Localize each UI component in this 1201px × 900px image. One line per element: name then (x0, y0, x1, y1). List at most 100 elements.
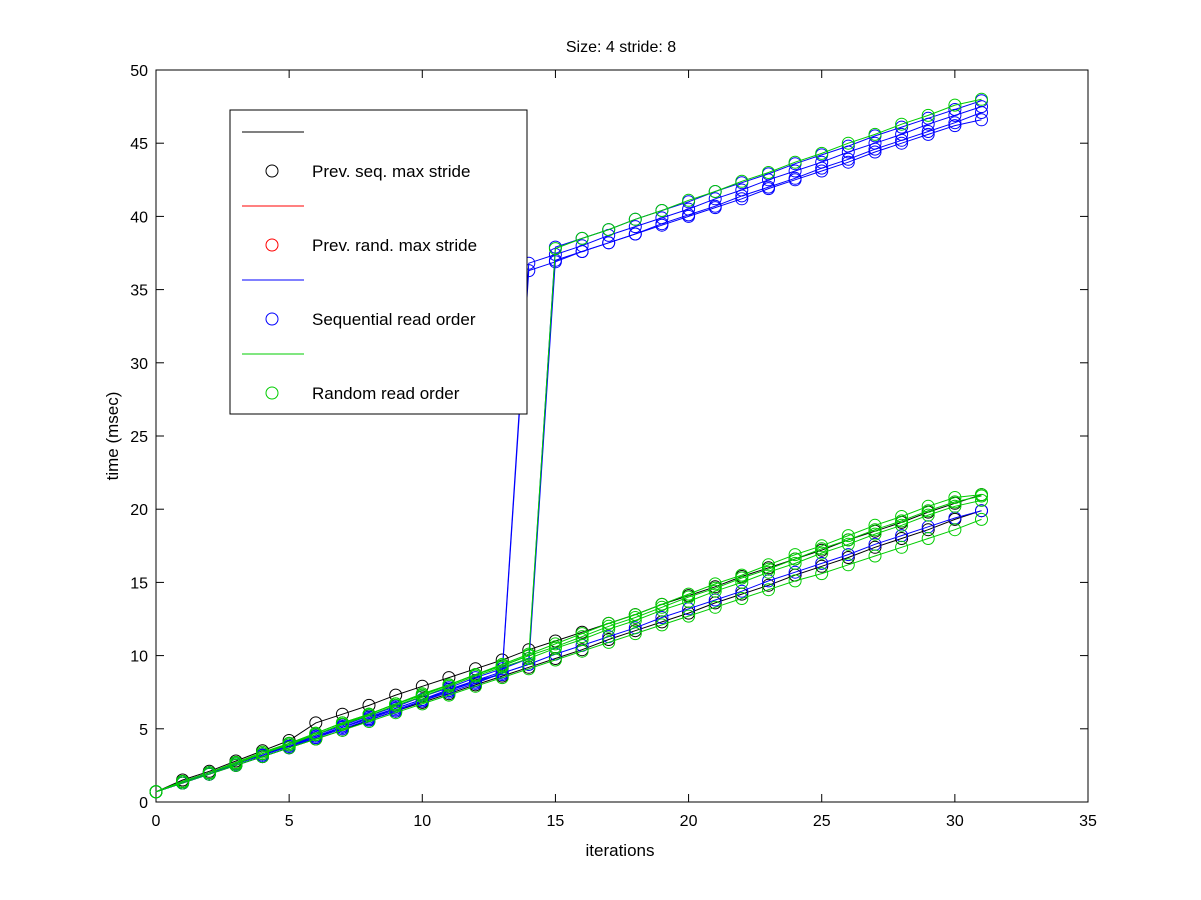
data-point (735, 183, 749, 197)
legend-label: Random read order (312, 384, 460, 403)
legend-marker-swatch (265, 238, 279, 252)
data-point (788, 164, 802, 178)
data-point (868, 527, 882, 541)
data-point (948, 103, 962, 116)
data-point (735, 592, 749, 605)
data-point (815, 556, 829, 570)
data-point (602, 635, 616, 649)
data-point (975, 489, 988, 503)
data-point (655, 611, 669, 624)
data-point (868, 145, 882, 159)
data-point (841, 533, 855, 547)
data-point (948, 98, 962, 112)
data-point (895, 120, 909, 134)
y-tick-label: 50 (130, 63, 148, 80)
data-point (921, 523, 935, 537)
data-point (229, 758, 243, 772)
data-point (868, 540, 882, 554)
data-point (628, 624, 642, 638)
series-line (155, 510, 982, 793)
data-point (948, 523, 962, 537)
data-point (335, 720, 349, 734)
data-point (841, 155, 855, 169)
data-point (921, 504, 935, 518)
data-point (841, 139, 855, 153)
data-point (735, 174, 749, 188)
data-point (975, 512, 988, 526)
data-point (682, 590, 696, 604)
data-point (735, 575, 749, 589)
legend-label: Sequential read order (312, 310, 476, 329)
data-point (628, 212, 642, 226)
series-12 (149, 489, 988, 799)
data-point (256, 747, 269, 761)
data-point (815, 164, 829, 178)
data-point (522, 662, 536, 676)
y-tick-label: 15 (130, 575, 148, 592)
y-tick-label: 0 (139, 795, 148, 812)
data-point (442, 678, 456, 692)
y-tick-label: 10 (130, 649, 148, 666)
data-point (948, 499, 962, 513)
data-point (682, 609, 696, 623)
y-tick-label: 5 (139, 722, 148, 739)
data-point (229, 756, 243, 769)
data-point (628, 627, 642, 641)
data-point (682, 193, 696, 207)
data-point (948, 495, 962, 509)
data-point (602, 223, 616, 237)
data-point (815, 146, 829, 160)
y-tick-label: 20 (130, 502, 148, 519)
data-point (788, 552, 802, 566)
data-point (708, 577, 722, 591)
data-point (895, 117, 909, 131)
data-point (442, 688, 456, 702)
data-point (762, 562, 775, 576)
data-point (841, 152, 855, 166)
data-point (682, 209, 696, 223)
data-point (762, 166, 775, 179)
x-tick-label: 0 (152, 813, 161, 830)
data-point (948, 116, 962, 130)
data-point (788, 574, 802, 588)
legend-label: Prev. seq. max stride (312, 162, 470, 181)
data-point (628, 614, 642, 627)
data-point (921, 108, 935, 122)
legend-marker-swatch (265, 164, 279, 178)
series-line (155, 518, 982, 793)
data-point (921, 532, 935, 545)
data-point (708, 192, 722, 206)
data-point (762, 558, 775, 572)
data-point (655, 603, 669, 617)
data-point (735, 571, 749, 585)
series-line (155, 495, 982, 793)
data-point (841, 136, 855, 150)
data-point (895, 510, 909, 523)
x-tick-label: 35 (1079, 813, 1097, 830)
data-point (948, 119, 962, 133)
x-tick-label: 15 (547, 813, 565, 830)
data-point (735, 584, 749, 598)
data-point (628, 227, 642, 241)
legend-box (229, 109, 528, 415)
x-tick-label: 5 (285, 813, 294, 830)
data-point (735, 568, 749, 582)
data-point (708, 600, 722, 614)
x-axis-label: iterations (586, 841, 655, 860)
data-point (415, 688, 429, 702)
data-point (469, 668, 482, 682)
data-point (868, 518, 882, 532)
data-point (762, 182, 775, 196)
data-point (815, 155, 829, 169)
y-tick-label: 30 (130, 356, 148, 373)
data-point (895, 136, 909, 150)
data-point (735, 192, 749, 206)
data-point (389, 697, 403, 711)
data-point (708, 584, 722, 598)
data-point (548, 640, 562, 654)
data-point (895, 127, 909, 141)
x-tick-label: 10 (413, 813, 431, 830)
data-point (762, 565, 775, 579)
